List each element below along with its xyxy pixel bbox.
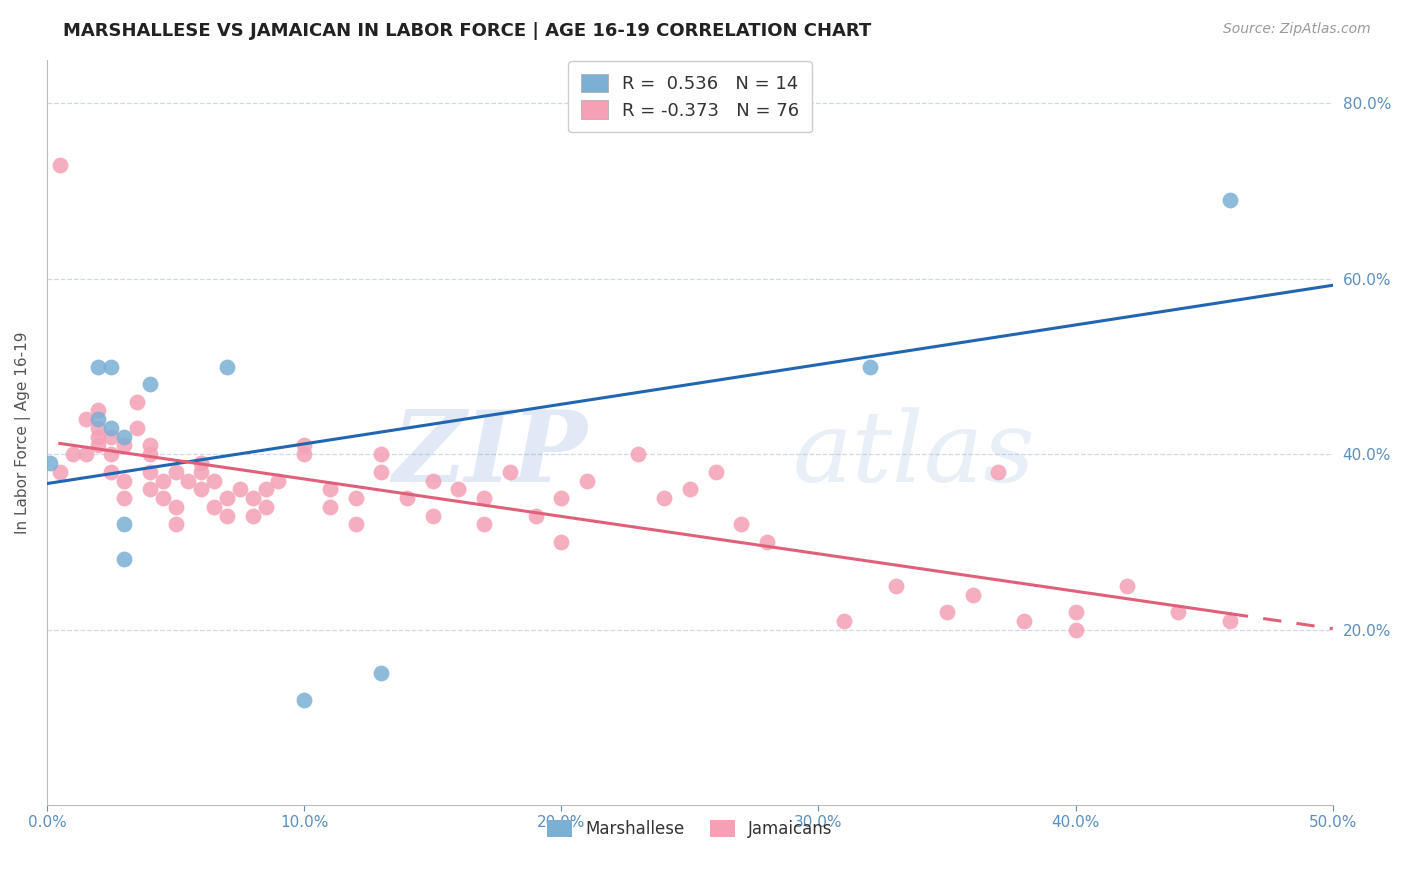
- Point: [447, 483, 470, 497]
- Point: [165, 465, 187, 479]
- Point: [100, 430, 122, 444]
- Point: [422, 474, 444, 488]
- Point: [152, 474, 174, 488]
- Point: [292, 438, 315, 452]
- Point: [100, 465, 122, 479]
- Point: [112, 474, 135, 488]
- Point: [125, 394, 148, 409]
- Point: [242, 491, 264, 505]
- Point: [319, 483, 342, 497]
- Point: [38, 456, 60, 470]
- Point: [962, 588, 984, 602]
- Point: [267, 474, 290, 488]
- Point: [319, 500, 342, 514]
- Point: [112, 430, 135, 444]
- Point: [1064, 605, 1087, 619]
- Point: [730, 517, 752, 532]
- Point: [75, 447, 97, 461]
- Point: [202, 500, 225, 514]
- Point: [499, 465, 522, 479]
- Point: [75, 412, 97, 426]
- Point: [859, 359, 882, 374]
- Text: ZIP: ZIP: [392, 407, 588, 503]
- Point: [936, 605, 959, 619]
- Point: [112, 552, 135, 566]
- Point: [756, 535, 779, 549]
- Point: [139, 438, 162, 452]
- Point: [87, 430, 110, 444]
- Point: [524, 508, 547, 523]
- Point: [242, 508, 264, 523]
- Point: [152, 491, 174, 505]
- Point: [987, 465, 1010, 479]
- Point: [112, 517, 135, 532]
- Point: [1167, 605, 1189, 619]
- Point: [344, 517, 367, 532]
- Text: MARSHALLESE VS JAMAICAN IN LABOR FORCE | AGE 16-19 CORRELATION CHART: MARSHALLESE VS JAMAICAN IN LABOR FORCE |…: [63, 22, 872, 40]
- Point: [49, 465, 72, 479]
- Point: [472, 491, 495, 505]
- Point: [112, 491, 135, 505]
- Point: [215, 359, 238, 374]
- Point: [472, 517, 495, 532]
- Point: [627, 447, 650, 461]
- Point: [87, 403, 110, 417]
- Point: [652, 491, 675, 505]
- Point: [1219, 193, 1241, 207]
- Point: [190, 456, 212, 470]
- Legend: Marshallese, Jamaicans: Marshallese, Jamaicans: [540, 814, 839, 845]
- Point: [139, 465, 162, 479]
- Text: atlas: atlas: [793, 407, 1035, 502]
- Point: [370, 465, 392, 479]
- Point: [1012, 614, 1035, 628]
- Point: [87, 421, 110, 435]
- Point: [100, 359, 122, 374]
- Point: [832, 614, 855, 628]
- Point: [139, 377, 162, 392]
- Point: [165, 517, 187, 532]
- Point: [202, 474, 225, 488]
- Point: [344, 491, 367, 505]
- Point: [190, 483, 212, 497]
- Text: Source: ZipAtlas.com: Source: ZipAtlas.com: [1223, 22, 1371, 37]
- Point: [139, 447, 162, 461]
- Point: [704, 465, 727, 479]
- Point: [165, 500, 187, 514]
- Point: [292, 693, 315, 707]
- Point: [679, 483, 702, 497]
- Point: [139, 483, 162, 497]
- Point: [229, 483, 252, 497]
- Point: [1116, 579, 1139, 593]
- Point: [884, 579, 907, 593]
- Point: [370, 447, 392, 461]
- Point: [395, 491, 418, 505]
- Point: [254, 483, 277, 497]
- Point: [1064, 623, 1087, 637]
- Point: [550, 535, 572, 549]
- Y-axis label: In Labor Force | Age 16-19: In Labor Force | Age 16-19: [15, 331, 31, 533]
- Point: [550, 491, 572, 505]
- Point: [190, 465, 212, 479]
- Point: [87, 412, 110, 426]
- Point: [100, 447, 122, 461]
- Point: [1219, 614, 1241, 628]
- Point: [215, 491, 238, 505]
- Point: [215, 508, 238, 523]
- Point: [125, 421, 148, 435]
- Point: [87, 359, 110, 374]
- Point: [49, 158, 72, 172]
- Point: [177, 474, 200, 488]
- Point: [62, 447, 84, 461]
- Point: [422, 508, 444, 523]
- Point: [292, 447, 315, 461]
- Point: [254, 500, 277, 514]
- Point: [112, 438, 135, 452]
- Point: [576, 474, 599, 488]
- Point: [87, 438, 110, 452]
- Point: [370, 666, 392, 681]
- Point: [100, 421, 122, 435]
